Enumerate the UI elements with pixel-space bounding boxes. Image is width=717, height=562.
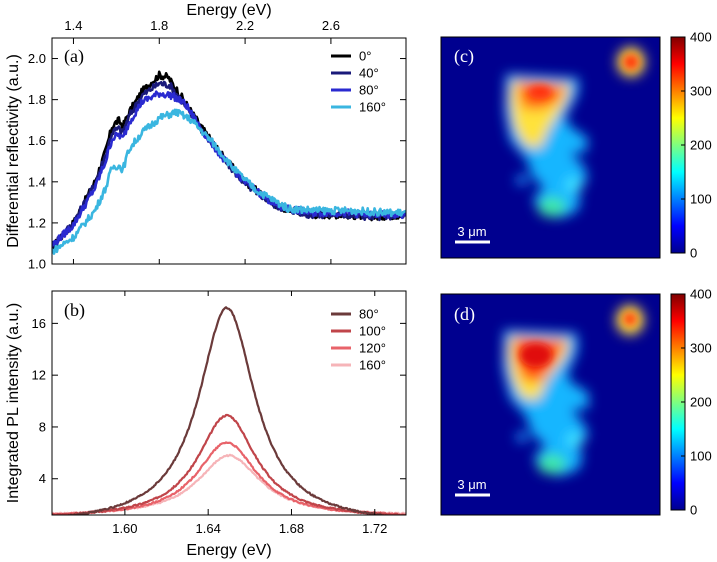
panel-b-frame: [51, 290, 407, 516]
colorbar-tick-label: 200: [690, 395, 712, 410]
panel-c-colorbar-ticks: 400 300 200 100 0: [681, 30, 712, 261]
legend-b-label-160: 160°: [359, 358, 386, 373]
panel-a-ytick-label: 1.0: [28, 257, 46, 272]
panel-b: 1.60 1.64 1.68 1.72 4 8 12 16 Energy (eV) Integ…: [5, 290, 407, 559]
series-a-40-deg-line: [52, 80, 406, 249]
colorbar-tick-label: 0: [690, 246, 697, 261]
panel-b-xtick-label: 1.72: [362, 521, 387, 536]
panel-c-label: (c): [454, 46, 474, 67]
colorbar-tick-label: 100: [690, 449, 712, 464]
colorbar-tick-label: 200: [690, 138, 712, 153]
series-b-100-deg-line: [52, 413, 406, 515]
legend-b-label-80: 80°: [359, 307, 379, 322]
colorbar-tick-label: 300: [690, 84, 712, 99]
panel-a-ytick-label: 2.0: [28, 51, 46, 66]
legend-a-label-40: 40°: [359, 66, 379, 81]
panel-c-heatmap: [505, 47, 645, 218]
legend-a-label-80: 80°: [359, 83, 379, 98]
colorbar-tick-label: 0: [690, 503, 697, 518]
panel-a-ylabel: Differential reflectivity (a.u.): [5, 54, 22, 248]
panel-b-xlabel: Energy (eV): [186, 542, 271, 559]
panel-b-ytick-label: 8: [39, 419, 46, 434]
panel-b-ytick-label: 16: [32, 316, 46, 331]
panel-a-xtick-label: 2.6: [322, 18, 340, 33]
panel-a-ytick-label: 1.2: [28, 215, 46, 230]
colorbar-tick-label: 300: [690, 341, 712, 356]
panel-b-label: (b): [64, 300, 85, 321]
panel-d-heatmap: [503, 305, 644, 476]
legend-b-label-120: 120°: [359, 341, 386, 356]
panel-a-frame: [51, 37, 407, 265]
colorbar-tick-label: 400: [690, 287, 712, 302]
colorbar-tick-label: 400: [690, 30, 712, 45]
panel-c-frame: [440, 36, 661, 259]
colorbar-tick-label: 100: [690, 192, 712, 207]
panel-b-ytick-label: 4: [39, 471, 46, 486]
series-a-160-deg-line: [52, 108, 406, 255]
panel-a-xtick-label: 1.8: [150, 18, 168, 33]
panel-a: 1.4 1.8 2.2 2.6 1.0 1.2 1.4 1.6 1.8 2.0 Energy (e…: [5, 2, 407, 272]
panel-a-xtick-label: 2.2: [236, 18, 254, 33]
panel-d-frame: [440, 293, 661, 516]
panel-a-ytick-label: 1.6: [28, 133, 46, 148]
panel-c: (c) 3 μm 400 300 200 100 0: [440, 30, 712, 261]
series-b-80-deg-line: [58, 306, 392, 515]
panel-a-ytick-label: 1.4: [28, 174, 46, 189]
panel-b-ytick-label: 12: [32, 368, 46, 383]
series-b-120-deg-line: [52, 441, 406, 515]
legend-a-label-0: 0°: [359, 49, 371, 64]
panel-a-ytick-label: 1.8: [28, 92, 46, 107]
panel-b-xtick-label: 1.60: [112, 521, 137, 536]
panel-d-scale-label: 3 μm: [457, 477, 486, 492]
panel-d-label: (d): [454, 304, 475, 325]
panel-a-xlabel: Energy (eV): [186, 2, 271, 19]
panel-a-label: (a): [64, 46, 84, 67]
legend-b-label-100: 100°: [359, 324, 386, 339]
panel-b-ylabel: Integrated PL intensity (a.u.): [5, 303, 22, 503]
panel-d: (d) 3 μm 400 300 200 100 0: [440, 287, 712, 518]
series-b-160-deg-line: [52, 453, 406, 515]
panel-b-xtick-label: 1.68: [279, 521, 304, 536]
panel-a-xtick-label: 1.4: [64, 18, 82, 33]
panel-d-colorbar-ticks: 400 300 200 100 0: [681, 287, 712, 518]
legend-a-label-160: 160°: [359, 100, 386, 115]
panel-b-xtick-label: 1.64: [196, 521, 221, 536]
panel-c-scale-label: 3 μm: [457, 224, 486, 239]
